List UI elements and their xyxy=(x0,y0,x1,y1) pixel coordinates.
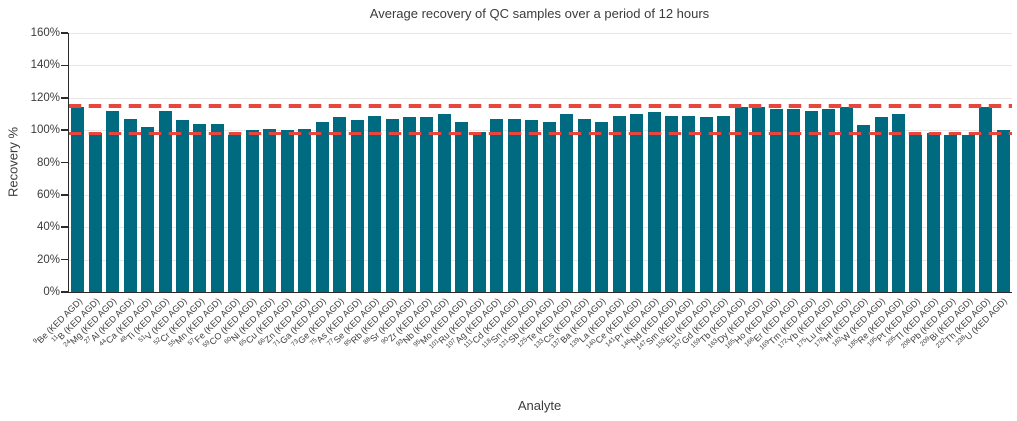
bar-52Cr xyxy=(193,123,207,292)
bar-178Hf xyxy=(857,125,871,292)
y-tick-mark xyxy=(61,291,68,293)
bar-77Se xyxy=(368,115,382,292)
bar-57Fe xyxy=(228,134,242,292)
bar-195Pt xyxy=(909,134,923,292)
bar-107Ag xyxy=(490,118,504,292)
bar-209Bi xyxy=(961,134,975,292)
y-tick-label: 60% xyxy=(36,188,60,201)
bar-118Sn xyxy=(525,120,539,292)
bar-139La xyxy=(612,115,626,292)
bar-66Zn xyxy=(298,128,312,292)
bar-27Al xyxy=(123,118,137,292)
bar-147Sm xyxy=(682,115,696,292)
bar-232Th xyxy=(979,107,993,292)
y-tick-mark xyxy=(61,194,68,196)
bar-166Er xyxy=(787,109,801,292)
bar-24Mg xyxy=(106,110,120,292)
bar-121Sb xyxy=(542,122,556,292)
bar-141Pr xyxy=(647,112,661,292)
bar-172Yb xyxy=(822,109,836,292)
y-tick-label: 80% xyxy=(36,156,60,169)
bar-75As xyxy=(350,120,364,292)
y-tick-mark xyxy=(61,161,68,164)
bar-48Ti xyxy=(158,110,172,292)
bar-185Re xyxy=(891,113,905,292)
y-tick-mark xyxy=(61,129,68,131)
bar-159Tb xyxy=(734,107,748,292)
y-tick-mark xyxy=(61,226,68,229)
bar-65Cu xyxy=(280,130,294,292)
bar-157Gd xyxy=(717,115,731,292)
bar-73Ge xyxy=(333,117,347,292)
bar-90Zr xyxy=(420,117,434,292)
bar-85Rb xyxy=(385,118,399,292)
bar-238U xyxy=(996,130,1010,292)
bar-59CO xyxy=(245,130,259,292)
y-tick-label: 0% xyxy=(43,286,60,298)
bar-165Ho xyxy=(769,109,783,292)
bar-71Ga xyxy=(315,122,329,292)
lower-limit-line xyxy=(69,131,1012,136)
bar-101Ru xyxy=(472,131,486,292)
bar-175Lu xyxy=(839,107,853,292)
gridline-120 xyxy=(69,97,1012,99)
bar-55Mn xyxy=(210,123,224,292)
bar-11B xyxy=(88,133,102,292)
bar-208Pb xyxy=(944,134,958,292)
y-tick-label: 160% xyxy=(30,27,60,39)
bar-182W xyxy=(874,117,888,292)
y-tick-mark xyxy=(61,32,68,34)
gridline-40 xyxy=(69,227,1012,229)
bar-153Eu xyxy=(699,117,713,292)
y-tick-label: 20% xyxy=(36,253,60,266)
y-tick-label: 140% xyxy=(30,59,60,72)
bar-133Cs xyxy=(577,118,591,292)
bar-140Ce xyxy=(630,113,644,292)
gridline-140 xyxy=(69,65,1012,67)
y-tick-mark xyxy=(61,96,68,99)
y-tick-mark xyxy=(61,64,68,67)
bar-137Ba xyxy=(595,122,609,292)
bar-60Ni xyxy=(263,128,277,292)
y-tick-label: 100% xyxy=(30,124,60,137)
bar-88Sr xyxy=(403,117,417,292)
bar-51V xyxy=(176,120,189,292)
plot-area: 9Be (KED AGD) 11B (KED AGD) 24Mg (KED AGD)… xyxy=(31,33,1012,352)
gridline-80 xyxy=(69,162,1012,164)
bar-163Dy xyxy=(752,107,766,292)
bar-44Ca xyxy=(141,126,155,292)
y-tick-label: 40% xyxy=(36,221,60,234)
bar-125Te xyxy=(560,113,574,292)
bar-169Tm xyxy=(804,110,818,292)
gridline-60 xyxy=(69,194,1012,196)
bar-146Nd xyxy=(664,115,678,292)
chart-title: Average recovery of QC samples over a pe… xyxy=(369,6,710,21)
bar-9Be xyxy=(71,107,85,292)
bar-93Nb xyxy=(437,113,451,292)
bar-205Tl xyxy=(926,133,940,292)
gridline-20 xyxy=(69,259,1012,261)
y-tick-label: 120% xyxy=(30,91,60,104)
bar-95Mo xyxy=(455,122,469,292)
bar-111Cd xyxy=(507,118,521,292)
upper-limit-line xyxy=(69,104,1012,108)
gridline-160 xyxy=(69,33,1012,34)
x-axis-title: Analyte xyxy=(517,398,562,413)
gridline-100 xyxy=(69,130,1012,132)
y-tick-mark xyxy=(61,258,68,261)
